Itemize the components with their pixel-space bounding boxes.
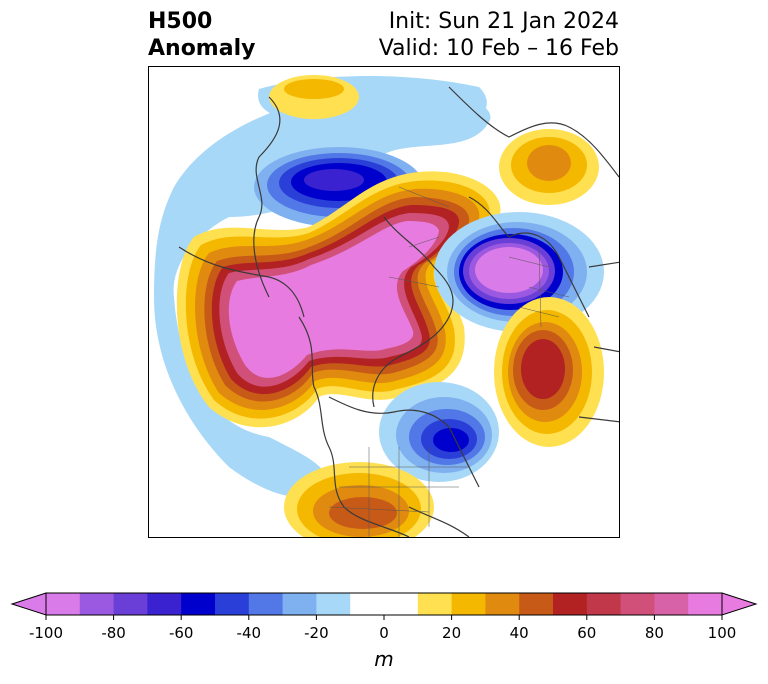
colorbar-tick-label: 40 <box>510 624 529 642</box>
colorbar: -100 -80 -60 -40 -20 0 20 40 60 80 100 m <box>10 592 758 671</box>
pacific-arctic-ridge <box>176 171 501 428</box>
colorbar-bin <box>79 593 115 615</box>
colorbar-bin <box>620 593 655 615</box>
colorbar-bin <box>46 593 81 615</box>
colorbar-bin <box>316 593 351 615</box>
title-variable: H500 <box>148 9 213 34</box>
colorbar-bin <box>384 593 419 615</box>
colorbar-bin <box>553 593 588 615</box>
colorbar-tick-label: -40 <box>237 624 262 642</box>
title-left: H500 Anomaly <box>148 8 255 62</box>
colorbar-tick-label: -100 <box>29 624 63 642</box>
colorbar-tick-label: 0 <box>379 624 389 642</box>
colorbar-bin <box>215 593 250 615</box>
colorbar-bin <box>147 593 182 615</box>
colorbar-tick-label: -80 <box>101 624 126 642</box>
colorbar-bin <box>519 593 554 615</box>
init-time: Init: Sun 21 Jan 2024 <box>388 9 619 34</box>
colorbar-bin <box>350 593 385 615</box>
colorbar-tick-label: -60 <box>169 624 194 642</box>
colorbar-bin <box>688 593 723 615</box>
colorbar-tick-label: 80 <box>645 624 664 642</box>
anomaly-map <box>154 75 619 537</box>
title-type: Anomaly <box>148 36 256 61</box>
colorbar-bin <box>282 593 317 615</box>
colorbar-extend-max <box>721 592 758 616</box>
colorbar-tick-label: -20 <box>304 624 329 642</box>
atlantic-ridge <box>494 297 604 447</box>
borders <box>328 186 570 537</box>
arctic-ridge-top <box>269 75 359 119</box>
colorbar-extend-min <box>10 592 47 616</box>
southwest-ridge <box>284 462 434 537</box>
colorbar-bin <box>586 593 622 615</box>
title-right: Init: Sun 21 Jan 2024 Valid: 10 Feb – 16… <box>379 8 619 62</box>
colorbar-bin <box>654 593 689 615</box>
colorbar-bin <box>181 593 216 615</box>
colorbar-tick-label: 100 <box>708 624 737 642</box>
colorbar-boxes <box>10 592 758 616</box>
coastlines <box>178 86 619 537</box>
colorbar-ticks: -100 -80 -60 -40 -20 0 20 40 60 80 100 <box>29 615 736 642</box>
colorbar-bin <box>417 593 453 615</box>
eastern-us-trough <box>379 382 499 482</box>
colorbar-tick-label: 20 <box>442 624 461 642</box>
negative-anomaly-outer <box>154 86 491 498</box>
colorbar-bin <box>113 593 148 615</box>
colorbar-tick-label: 60 <box>577 624 596 642</box>
map-panel <box>148 66 620 538</box>
colorbar-unit: m <box>374 647 393 671</box>
valid-time: Valid: 10 Feb – 16 Feb <box>378 36 619 61</box>
northeast-ridge <box>499 129 599 205</box>
colorbar-bin <box>248 593 284 615</box>
colorbar-bin <box>451 593 486 615</box>
colorbar-bin <box>485 593 520 615</box>
